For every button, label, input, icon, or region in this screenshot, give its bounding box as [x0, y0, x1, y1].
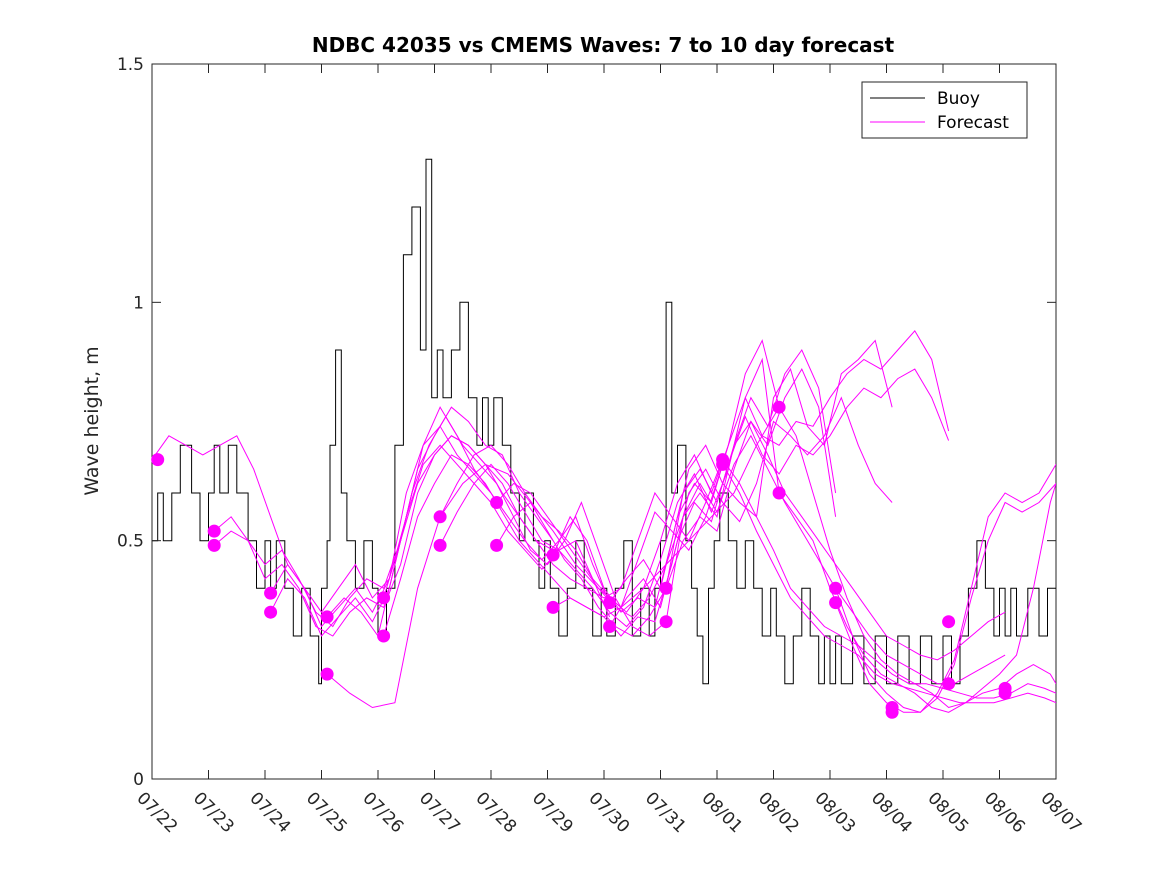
- forecast-marker-point: [942, 615, 956, 629]
- forecast-marker-point: [772, 486, 786, 500]
- forecast-marker-point: [490, 496, 504, 509]
- forecast-marker-point: [377, 591, 391, 605]
- forecast-marker-point: [207, 538, 221, 552]
- legend-box: [861, 81, 1028, 139]
- series-line-forecast-run-6: [326, 406, 780, 709]
- forecast-marker-point: [433, 538, 447, 552]
- forecast-marker-point: [264, 605, 278, 619]
- forecast-marker-point: [207, 524, 221, 538]
- series-line-forecast-run-7: [383, 435, 724, 599]
- forecast-marker-point: [603, 596, 617, 610]
- forecast-marker-point: [490, 538, 504, 552]
- legend-label-forecast: Forecast: [937, 113, 1009, 133]
- forecast-marker-point: [829, 596, 843, 610]
- forecast-marker-point: [433, 510, 447, 524]
- forecast-marker-point: [320, 667, 334, 681]
- legend-label-buoy: Buoy: [937, 89, 980, 109]
- forecast-marker-point: [546, 548, 560, 562]
- series-line-forecast-run-21: [778, 406, 1056, 709]
- forecast-marker-point: [659, 615, 673, 629]
- forecast-marker-point: [885, 705, 899, 719]
- legend: Buoy Forecast: [861, 81, 1028, 139]
- plot-area: [151, 63, 1057, 780]
- series-line-forecast-run-8: [383, 454, 724, 637]
- forecast-marker-point: [716, 457, 730, 471]
- forecast-marker-point: [603, 620, 617, 633]
- forecast-marker-point: [829, 581, 843, 595]
- forecast-marker-point: [377, 629, 391, 643]
- series-line-forecast-run-2: [213, 435, 554, 637]
- forecast-marker-point: [546, 600, 560, 614]
- chart-title: NDBC 42035 vs CMEMS Waves: 7 to 10 day f…: [312, 33, 895, 57]
- forecast-marker-point: [151, 453, 165, 467]
- y-tick-label: 1.5: [117, 55, 144, 75]
- y-axis-label: Wave height, m: [81, 346, 103, 495]
- marker-layer: [151, 400, 1012, 719]
- y-tick-label: 0.5: [117, 532, 144, 552]
- series-line-forecast-run-0: [152, 406, 492, 614]
- y-tick-label: 1: [133, 293, 144, 313]
- forecast-marker-point: [998, 686, 1012, 700]
- forecast-marker-point: [942, 677, 956, 691]
- series-line-forecast-run-15: [609, 330, 950, 603]
- y-tick-label: 0: [133, 770, 144, 790]
- forecast-marker-point: [772, 400, 786, 414]
- forecast-marker-point: [320, 610, 334, 624]
- series-line-forecast-run-23: [835, 464, 1056, 713]
- forecast-marker-point: [659, 581, 673, 595]
- series-line-forecast-run-22: [778, 483, 1056, 713]
- forecast-marker-point: [264, 586, 278, 600]
